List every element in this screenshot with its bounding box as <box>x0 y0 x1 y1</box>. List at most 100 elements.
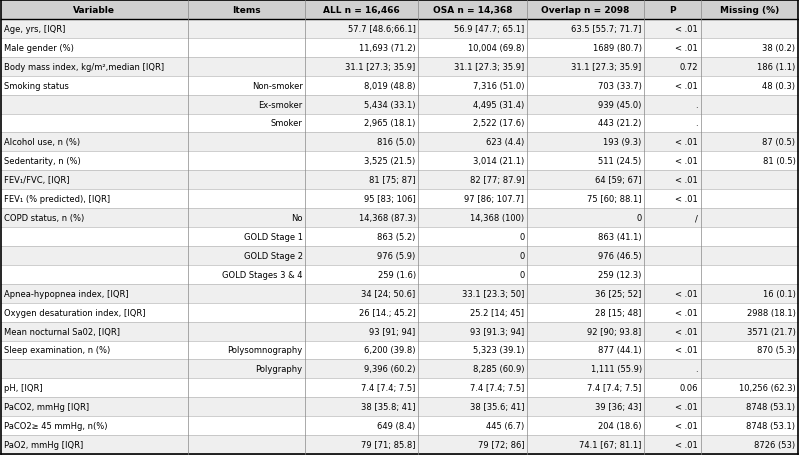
Text: 92 [90; 93.8]: 92 [90; 93.8] <box>587 327 642 336</box>
Text: 31.1 [27.3; 35.9]: 31.1 [27.3; 35.9] <box>571 63 642 71</box>
Text: FEV₁/FVC, [IQR]: FEV₁/FVC, [IQR] <box>3 176 69 185</box>
Text: Sedentarity, n (%): Sedentarity, n (%) <box>3 157 80 166</box>
Text: 3,014 (21.1): 3,014 (21.1) <box>473 157 524 166</box>
Text: 3571 (21.7): 3571 (21.7) <box>746 327 796 336</box>
Text: Polysomnography: Polysomnography <box>228 346 303 355</box>
Text: 10,256 (62.3): 10,256 (62.3) <box>739 384 796 392</box>
Text: 1689 (80.7): 1689 (80.7) <box>593 44 642 53</box>
Text: 816 (5.0): 816 (5.0) <box>377 138 415 147</box>
Text: Smoker: Smoker <box>271 119 303 128</box>
Text: Alcohol use, n (%): Alcohol use, n (%) <box>3 138 80 147</box>
Text: < .01: < .01 <box>675 308 698 317</box>
Text: 82 [77; 87.9]: 82 [77; 87.9] <box>470 176 524 185</box>
Text: < .01: < .01 <box>675 346 698 355</box>
Text: 9,396 (60.2): 9,396 (60.2) <box>364 364 415 374</box>
Text: 26 [14.; 45.2]: 26 [14.; 45.2] <box>359 308 415 317</box>
Bar <box>1 96 798 114</box>
Text: Mean nocturnal Sa02, [IQR]: Mean nocturnal Sa02, [IQR] <box>3 327 120 336</box>
Bar <box>1 58 798 76</box>
Text: 623 (4.4): 623 (4.4) <box>486 138 524 147</box>
Text: 10,004 (69.8): 10,004 (69.8) <box>467 44 524 53</box>
Text: 74.1 [67; 81.1]: 74.1 [67; 81.1] <box>579 440 642 449</box>
Text: 11,693 (71.2): 11,693 (71.2) <box>359 44 415 53</box>
Text: 64 [59; 67]: 64 [59; 67] <box>595 176 642 185</box>
Text: 75 [60; 88.1]: 75 [60; 88.1] <box>587 195 642 204</box>
Text: 443 (21.2): 443 (21.2) <box>598 119 642 128</box>
Bar <box>1 209 798 228</box>
Text: Polygraphy: Polygraphy <box>256 364 303 374</box>
Text: 34 [24; 50.6]: 34 [24; 50.6] <box>361 289 415 298</box>
Text: 0: 0 <box>519 270 524 279</box>
Text: Smoking status: Smoking status <box>3 81 69 91</box>
Text: 28 [15; 48]: 28 [15; 48] <box>595 308 642 317</box>
Bar <box>1 39 798 58</box>
Text: 8748 (53.1): 8748 (53.1) <box>746 421 796 430</box>
Text: 8726 (53): 8726 (53) <box>754 440 796 449</box>
Bar <box>1 435 798 454</box>
Text: 33.1 [23.3; 50]: 33.1 [23.3; 50] <box>462 289 524 298</box>
Bar <box>1 171 798 190</box>
Bar <box>1 190 798 209</box>
Text: 56.9 [47.7; 65.1]: 56.9 [47.7; 65.1] <box>454 25 524 34</box>
Text: 14,368 (100): 14,368 (100) <box>470 213 524 222</box>
Text: GOLD Stage 2: GOLD Stage 2 <box>244 251 303 260</box>
Text: 939 (45.0): 939 (45.0) <box>598 100 642 109</box>
Text: < .01: < .01 <box>675 402 698 411</box>
Text: Non-smoker: Non-smoker <box>252 81 303 91</box>
Text: < .01: < .01 <box>675 421 698 430</box>
Text: 97 [86; 107.7]: 97 [86; 107.7] <box>464 195 524 204</box>
Text: 0: 0 <box>637 213 642 222</box>
Text: 259 (1.6): 259 (1.6) <box>378 270 415 279</box>
Bar <box>1 379 798 397</box>
Text: GOLD Stages 3 & 4: GOLD Stages 3 & 4 <box>222 270 303 279</box>
Text: < .01: < .01 <box>675 157 698 166</box>
Text: P: P <box>669 6 676 15</box>
Text: .: . <box>696 119 698 128</box>
Text: Variable: Variable <box>74 6 115 15</box>
Text: < .01: < .01 <box>675 289 698 298</box>
Text: < .01: < .01 <box>675 81 698 91</box>
Text: 57.7 [48.6;66.1]: 57.7 [48.6;66.1] <box>348 25 415 34</box>
Text: PaCO2≥ 45 mmHg, n(%): PaCO2≥ 45 mmHg, n(%) <box>3 421 107 430</box>
Text: pH, [IQR]: pH, [IQR] <box>3 384 42 392</box>
Text: FEV₁ (% predicted), [IQR]: FEV₁ (% predicted), [IQR] <box>3 195 109 204</box>
Text: 649 (8.4): 649 (8.4) <box>377 421 415 430</box>
Text: < .01: < .01 <box>675 25 698 34</box>
Text: 7.4 [7.4; 7.5]: 7.4 [7.4; 7.5] <box>587 384 642 392</box>
Text: 976 (46.5): 976 (46.5) <box>598 251 642 260</box>
Text: 31.1 [27.3; 35.9]: 31.1 [27.3; 35.9] <box>454 63 524 71</box>
Text: 2,522 (17.6): 2,522 (17.6) <box>473 119 524 128</box>
Text: 193 (9.3): 193 (9.3) <box>603 138 642 147</box>
Text: .: . <box>696 364 698 374</box>
Text: 5,434 (33.1): 5,434 (33.1) <box>364 100 415 109</box>
Text: 863 (41.1): 863 (41.1) <box>598 233 642 242</box>
Text: 0.72: 0.72 <box>680 63 698 71</box>
Text: 63.5 [55.7; 71.7]: 63.5 [55.7; 71.7] <box>571 25 642 34</box>
Text: 31.1 [27.3; 35.9]: 31.1 [27.3; 35.9] <box>345 63 415 71</box>
Text: 38 (0.2): 38 (0.2) <box>762 44 796 53</box>
Text: 2,965 (18.1): 2,965 (18.1) <box>364 119 415 128</box>
Text: Oxygen desaturation index, [IQR]: Oxygen desaturation index, [IQR] <box>3 308 145 317</box>
Text: Overlap n = 2098: Overlap n = 2098 <box>541 6 630 15</box>
Text: 8,019 (48.8): 8,019 (48.8) <box>364 81 415 91</box>
Text: 445 (6.7): 445 (6.7) <box>486 421 524 430</box>
Bar <box>1 1 798 20</box>
Text: 511 (24.5): 511 (24.5) <box>598 157 642 166</box>
Text: 39 [36; 43]: 39 [36; 43] <box>595 402 642 411</box>
Text: ALL n = 16,466: ALL n = 16,466 <box>324 6 400 15</box>
Text: 4,495 (31.4): 4,495 (31.4) <box>473 100 524 109</box>
Text: 16 (0.1): 16 (0.1) <box>762 289 796 298</box>
Text: < .01: < .01 <box>675 440 698 449</box>
Text: .: . <box>696 100 698 109</box>
Text: 93 [91; 94]: 93 [91; 94] <box>369 327 415 336</box>
Text: < .01: < .01 <box>675 195 698 204</box>
Bar <box>1 246 798 265</box>
Text: 7.4 [7.4; 7.5]: 7.4 [7.4; 7.5] <box>361 384 415 392</box>
Text: < .01: < .01 <box>675 176 698 185</box>
Text: 186 (1.1): 186 (1.1) <box>757 63 796 71</box>
Text: 6,200 (39.8): 6,200 (39.8) <box>364 346 415 355</box>
Text: 81 (0.5): 81 (0.5) <box>762 157 796 166</box>
Text: 863 (5.2): 863 (5.2) <box>377 233 415 242</box>
Text: 870 (5.3): 870 (5.3) <box>757 346 796 355</box>
Text: 0: 0 <box>519 233 524 242</box>
